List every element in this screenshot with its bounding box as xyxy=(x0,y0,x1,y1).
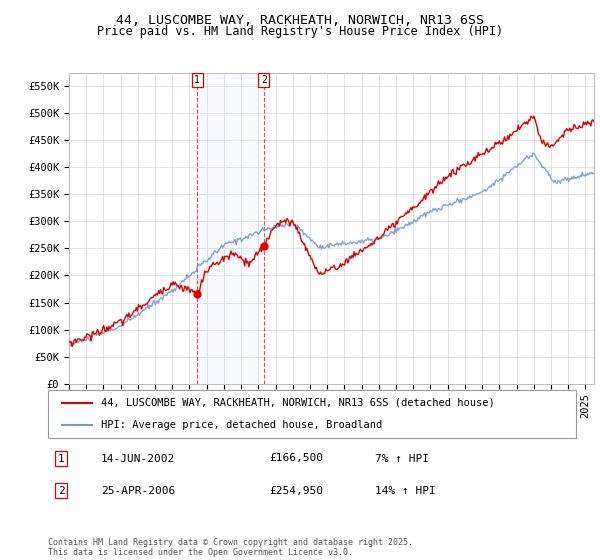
Text: HPI: Average price, detached house, Broadland: HPI: Average price, detached house, Broa… xyxy=(101,420,382,430)
Text: 44, LUSCOMBE WAY, RACKHEATH, NORWICH, NR13 6SS (detached house): 44, LUSCOMBE WAY, RACKHEATH, NORWICH, NR… xyxy=(101,398,494,408)
Text: Price paid vs. HM Land Registry's House Price Index (HPI): Price paid vs. HM Land Registry's House … xyxy=(97,25,503,38)
Text: 14% ↑ HPI: 14% ↑ HPI xyxy=(376,486,436,496)
Text: 25-APR-2006: 25-APR-2006 xyxy=(101,486,175,496)
Text: 2: 2 xyxy=(261,75,267,85)
Text: 1: 1 xyxy=(194,75,200,85)
Text: 14-JUN-2002: 14-JUN-2002 xyxy=(101,454,175,464)
Text: 2: 2 xyxy=(58,486,65,496)
Text: £254,950: £254,950 xyxy=(270,486,324,496)
Bar xyxy=(197,73,264,384)
Text: 1: 1 xyxy=(58,454,65,464)
Text: £166,500: £166,500 xyxy=(270,454,324,464)
Text: 7% ↑ HPI: 7% ↑ HPI xyxy=(376,454,430,464)
Text: Contains HM Land Registry data © Crown copyright and database right 2025.
This d: Contains HM Land Registry data © Crown c… xyxy=(48,538,413,557)
FancyBboxPatch shape xyxy=(48,390,576,438)
Text: 44, LUSCOMBE WAY, RACKHEATH, NORWICH, NR13 6SS: 44, LUSCOMBE WAY, RACKHEATH, NORWICH, NR… xyxy=(116,14,484,27)
